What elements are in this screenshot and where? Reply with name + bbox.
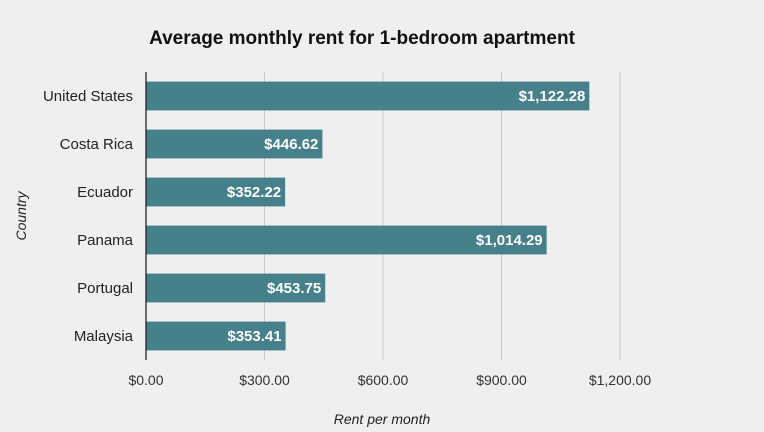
bar-value-label: $352.22	[227, 184, 281, 201]
bars: $1,122.28 $446.62 $352.22 $1,014.29 $453.75 $…	[146, 81, 590, 351]
x-tick-label: $300.00	[239, 372, 290, 388]
category-label: Ecuador	[77, 184, 133, 201]
bar	[146, 273, 326, 303]
x-tick-label: $900.00	[476, 372, 527, 388]
x-tick-label: $1,200.00	[589, 372, 651, 388]
bar	[146, 81, 590, 111]
bar-value-label: $453.75	[267, 280, 321, 297]
x-tick-label: $600.00	[358, 372, 409, 388]
bar	[146, 129, 323, 159]
category-label: Malaysia	[74, 328, 134, 345]
bar	[146, 177, 286, 207]
bar-value-label: $1,014.29	[476, 232, 543, 249]
bar-value-label: $353.41	[227, 328, 281, 345]
category-label: Costa Rica	[60, 136, 134, 153]
bar	[146, 225, 547, 255]
bar	[146, 321, 286, 351]
chart-title: Average monthly rent for 1-bedroom apart…	[149, 28, 575, 49]
category-label: Panama	[77, 232, 134, 249]
category-label: United States	[43, 88, 133, 105]
category-label: Portugal	[77, 280, 133, 297]
y-axis-title: Country	[13, 190, 29, 240]
category-labels: United States Costa Rica Ecuador Panama Port…	[43, 88, 134, 345]
x-tick-labels: $0.00 $300.00 $600.00 $900.00 $1,200.00	[128, 372, 651, 388]
bar-value-label: $446.62	[264, 136, 318, 153]
bar-value-label: $1,122.28	[519, 88, 586, 105]
gridlines	[264, 72, 621, 360]
x-axis-title: Rent per month	[334, 411, 431, 427]
x-tick-label: $0.00	[128, 372, 163, 388]
